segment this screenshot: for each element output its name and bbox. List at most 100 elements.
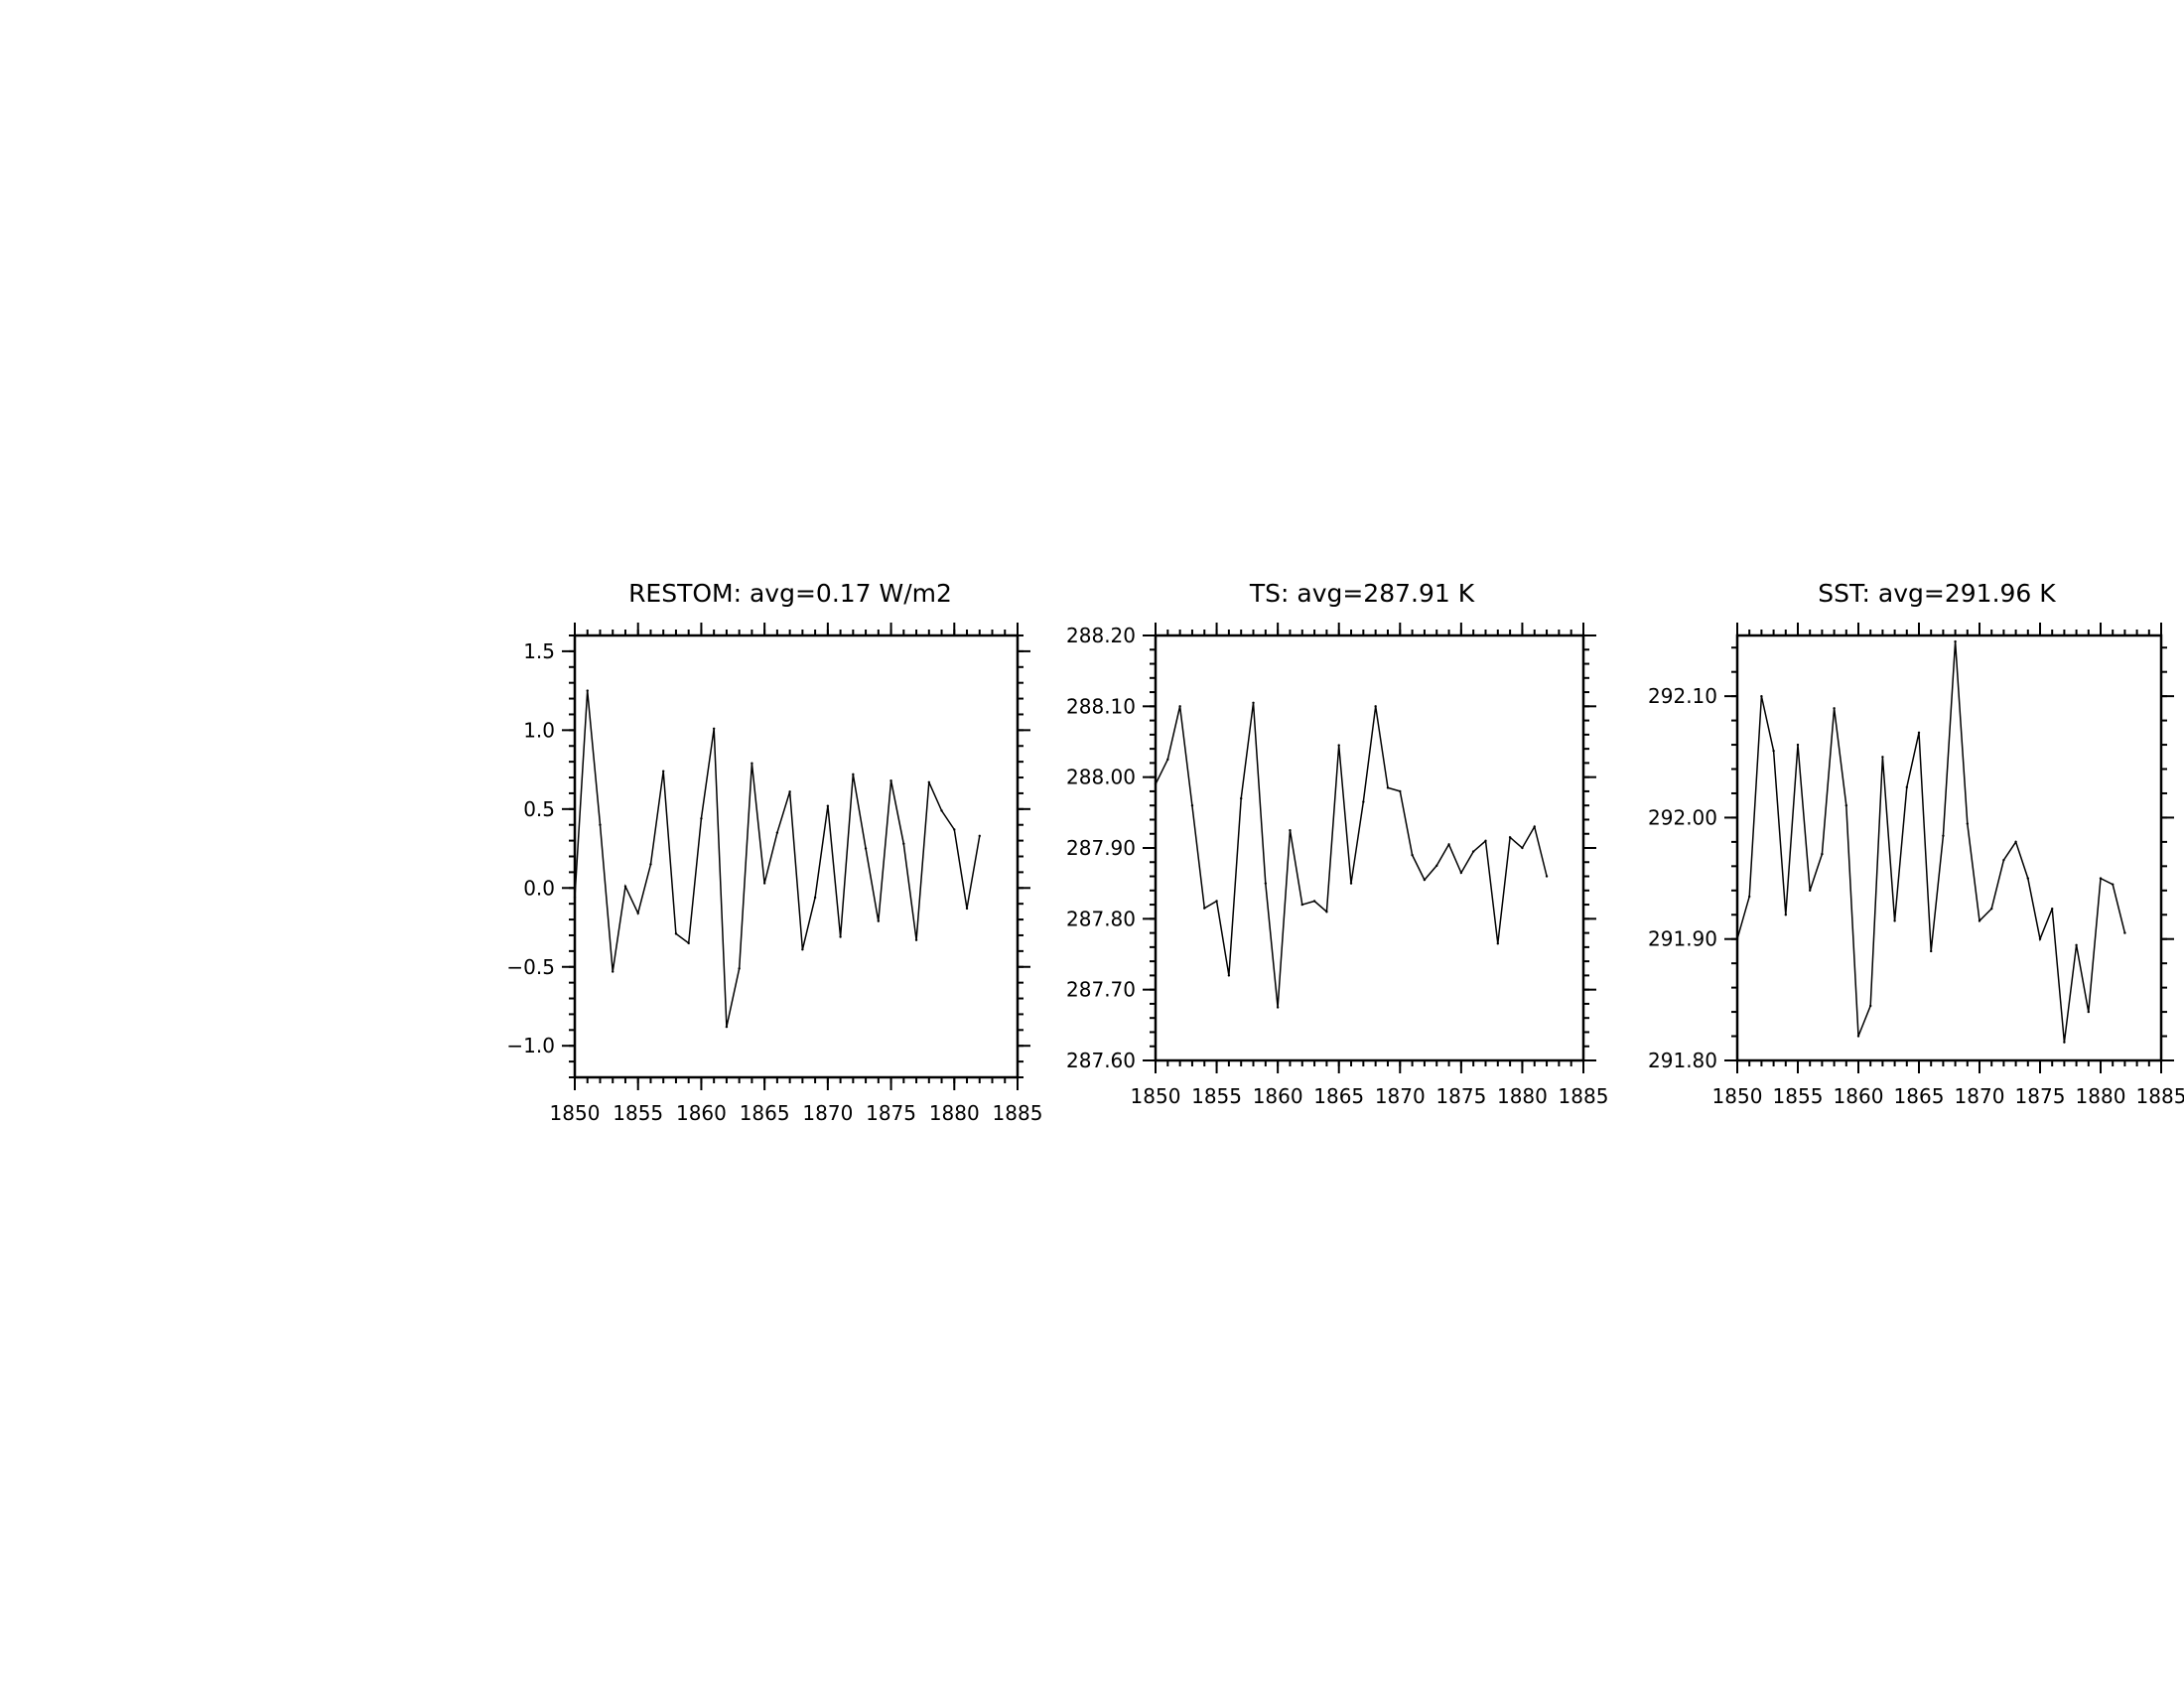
restom-y-tick-label: 1.5 xyxy=(523,639,555,663)
ts-data-point xyxy=(1411,853,1414,857)
restom-y-tick-label: −0.5 xyxy=(506,955,555,979)
ts-data-point xyxy=(1337,744,1340,747)
restom-data-point xyxy=(877,919,881,922)
ts-data-point xyxy=(1447,843,1450,846)
restom-data-point xyxy=(586,689,589,692)
sst-data-point xyxy=(2087,1010,2090,1014)
restom-x-tick-label: 1860 xyxy=(676,1101,727,1125)
ts-x-tick-label: 1885 xyxy=(1559,1084,1609,1108)
restom-data-point xyxy=(612,970,614,973)
ts-data-point xyxy=(1399,789,1402,793)
sst-data-point xyxy=(1748,895,1751,899)
ts-x-tick-label: 1865 xyxy=(1313,1084,1364,1108)
sst-x-tick-label: 1860 xyxy=(1834,1084,1884,1108)
ts-data-point xyxy=(1508,836,1512,839)
sst-series-line xyxy=(1736,641,2126,1043)
ts-data-point xyxy=(1521,846,1524,850)
restom-data-point xyxy=(965,907,969,911)
sst-data-point xyxy=(1930,949,1933,953)
ts-data-point xyxy=(1190,804,1194,807)
ts-data-point xyxy=(1545,875,1549,878)
sst-plot-frame xyxy=(1735,633,2163,1062)
restom-x-tick-label: 1850 xyxy=(550,1101,601,1125)
ts-x-tick-label: 1850 xyxy=(1131,1084,1181,1108)
restom-y-tick-label: 1.0 xyxy=(523,718,555,742)
restom-x-tick-label: 1865 xyxy=(740,1101,790,1125)
sst-x-tick-label: 1875 xyxy=(2015,1084,2066,1108)
restom-data-point xyxy=(674,932,678,935)
sst-x-tick-label: 1850 xyxy=(1712,1084,1763,1108)
sst-data-point xyxy=(1772,749,1775,753)
ts-series-line xyxy=(1155,702,1548,1008)
ts-data-point xyxy=(1374,705,1377,708)
restom-y-tick-label: −1.0 xyxy=(506,1034,555,1057)
restom-plot-frame xyxy=(573,633,1020,1079)
restom-x-tick-label: 1885 xyxy=(993,1101,1043,1125)
ts-y-tick-label: 287.90 xyxy=(1066,836,1136,860)
sst-data-point xyxy=(1760,694,1763,698)
ts-data-point xyxy=(1362,800,1365,803)
sst-data-point xyxy=(1821,852,1824,856)
ts-data-point xyxy=(1423,878,1427,882)
sst-data-point xyxy=(1942,834,1945,837)
panel-sst: SST: avg=291.96 K 1850 1855 1860 1865 1870 18… xyxy=(1648,579,2184,1108)
ts-x-tick-label: 1855 xyxy=(1191,1084,1242,1108)
sst-data-point xyxy=(1869,1004,1872,1008)
sst-data-point xyxy=(1917,731,1921,735)
sst-x-tick-label: 1880 xyxy=(2076,1084,2126,1108)
restom-data-point xyxy=(953,828,956,831)
sst-data-point xyxy=(1881,756,1884,759)
ts-y-tick-label: 288.00 xyxy=(1066,766,1136,789)
ts-data-point xyxy=(1300,903,1303,907)
sst-data-point xyxy=(2063,1041,2066,1044)
sst-data-point xyxy=(2112,883,2115,886)
ts-x-tick-label: 1870 xyxy=(1375,1084,1426,1108)
ts-data-point xyxy=(1227,974,1231,977)
ts-x-tick-label: 1875 xyxy=(1435,1084,1486,1108)
ts-data-point xyxy=(1215,900,1218,903)
restom-data-point xyxy=(775,831,779,834)
restom-data-point xyxy=(687,941,690,945)
sst-data-point xyxy=(2002,859,2005,862)
ts-data-point xyxy=(1276,1006,1280,1009)
restom-data-point xyxy=(573,896,577,900)
sst-y-tick-label: 291.80 xyxy=(1648,1049,1717,1072)
restom-x-tick-label: 1880 xyxy=(929,1101,980,1125)
sst-x-tick-label: 1855 xyxy=(1773,1084,1824,1108)
ts-data-point xyxy=(1252,701,1255,704)
sst-data-point xyxy=(1856,1035,1860,1038)
ts-x-tick-label: 1860 xyxy=(1253,1084,1303,1108)
ts-data-point xyxy=(1325,911,1328,914)
restom-data-point xyxy=(813,896,817,900)
ts-x-tick-label: 1880 xyxy=(1497,1084,1548,1108)
restom-data-point xyxy=(762,882,766,885)
restom-title: RESTOM: avg=0.17 W/m2 xyxy=(628,579,952,608)
restom-data-point xyxy=(700,817,703,820)
restom-x-tick-label: 1875 xyxy=(866,1101,916,1125)
sst-y-tick-label: 291.90 xyxy=(1648,927,1717,951)
restom-data-point xyxy=(712,727,716,730)
restom-data-point xyxy=(826,804,830,807)
ts-data-point xyxy=(1289,828,1292,832)
sst-data-point xyxy=(1966,822,1970,825)
restom-data-point xyxy=(662,770,665,773)
sst-data-point xyxy=(2075,943,2078,947)
restom-data-point xyxy=(623,885,627,888)
restom-series-line xyxy=(574,690,981,1028)
sst-data-point xyxy=(2014,840,2017,844)
ts-data-point xyxy=(1386,786,1390,789)
sst-data-point xyxy=(1893,919,1896,922)
ts-data-point xyxy=(1240,796,1243,800)
ts-data-point xyxy=(1203,907,1206,910)
sst-data-point xyxy=(1844,804,1848,807)
sst-data-point xyxy=(1905,785,1909,789)
restom-data-point xyxy=(751,762,753,765)
restom-data-point xyxy=(839,935,842,938)
restom-x-tick-label: 1855 xyxy=(613,1101,663,1125)
sst-y-tick-label: 292.00 xyxy=(1648,805,1717,829)
ts-data-point xyxy=(1484,839,1487,843)
ts-title: TS: avg=287.91 K xyxy=(1249,579,1475,608)
sst-x-tick-label: 1870 xyxy=(1955,1084,2005,1108)
ts-data-point xyxy=(1349,882,1353,885)
sst-title: SST: avg=291.96 K xyxy=(1818,579,2056,608)
